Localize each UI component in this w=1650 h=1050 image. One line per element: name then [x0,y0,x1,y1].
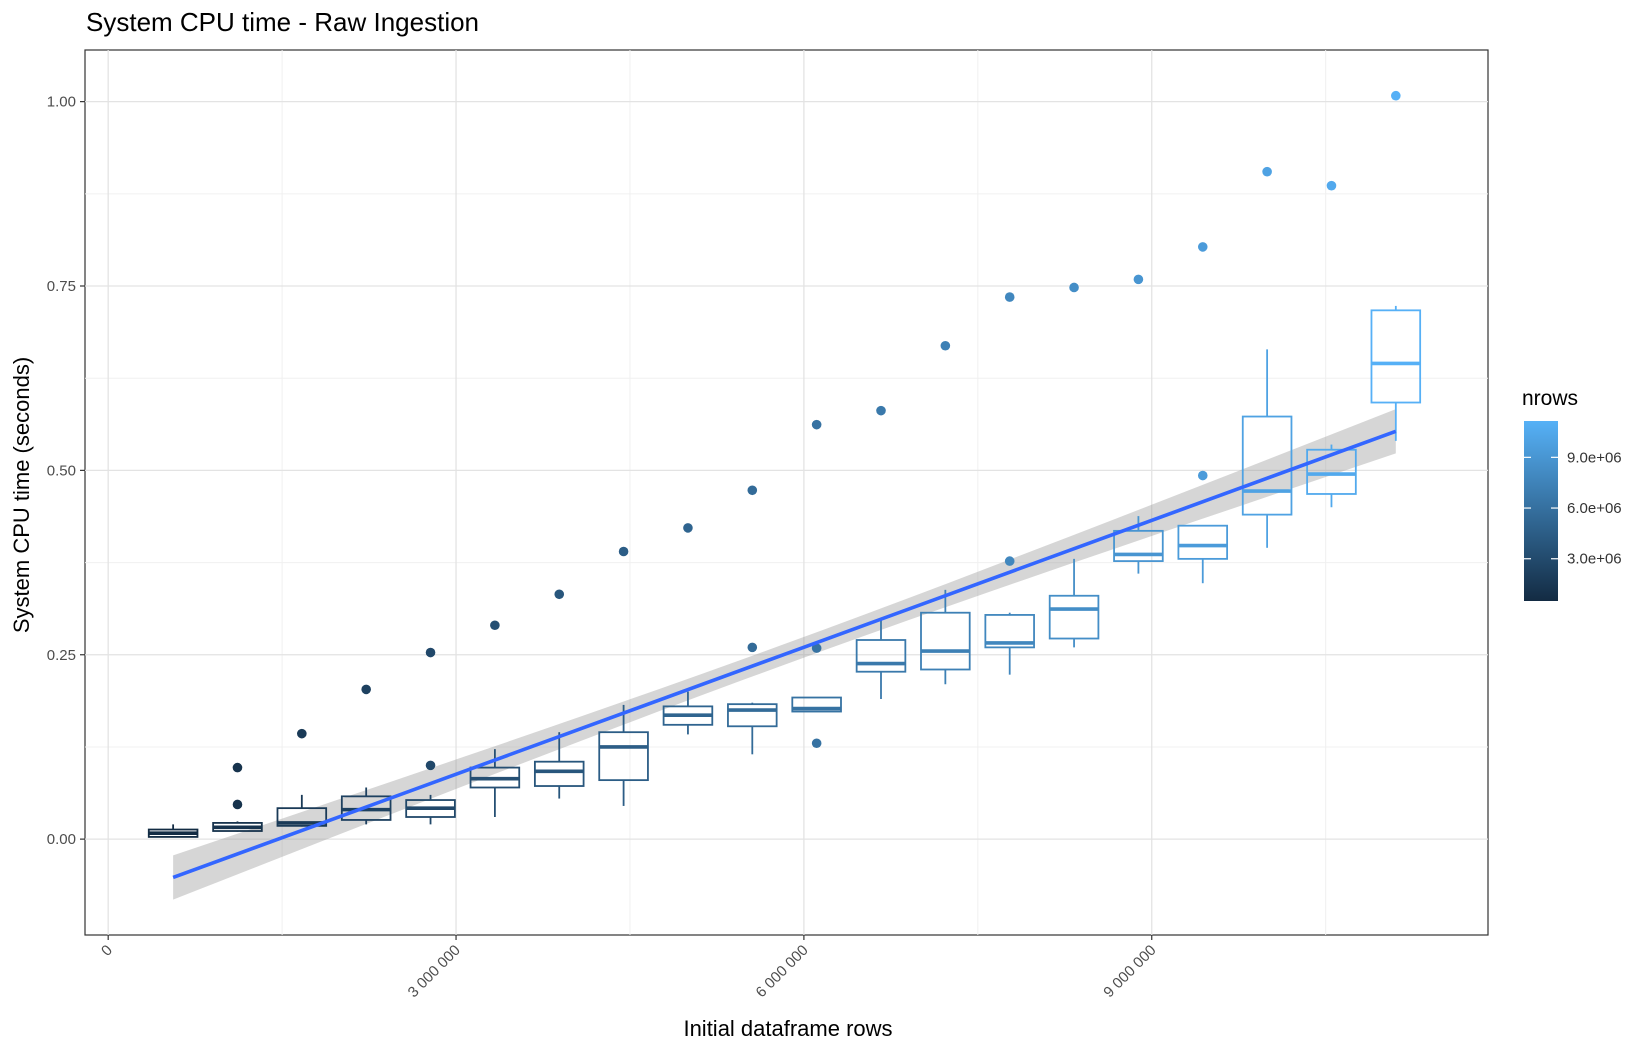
outlier-point [811,419,822,430]
box-body [1048,594,1100,640]
outlier-point [1069,282,1079,293]
box [1177,524,1229,584]
y-tick-label: 0.25 [47,647,76,664]
outlier-point [554,589,565,600]
box-body [1113,529,1164,562]
legend-title: nrows [1522,387,1578,410]
outlier-point [811,643,822,653]
box [791,696,842,713]
outlier-point [425,760,436,771]
outlier-point [425,647,436,658]
box [598,704,649,806]
box [1048,558,1100,648]
box [469,749,521,817]
y-tick-label: 1.00 [47,94,76,111]
box-body [598,731,649,782]
x-tick-label: 9 000 000 [1100,942,1159,1001]
box [340,787,392,825]
outlier-point [232,799,243,810]
box-body [533,760,585,787]
y-tick-label: 0.75 [47,278,76,295]
x-axis-title: Initial dataframe rows [683,1016,892,1041]
outlier-point [747,642,758,653]
box [212,821,263,832]
box-body [791,696,842,713]
box-body [1177,524,1229,560]
outlier-point [297,728,307,739]
legend-tick-label: 9.0e+06 [1567,449,1622,466]
y-axis-title: System CPU time (seconds) [9,357,34,633]
x-tick-label: 6 000 000 [753,942,812,1001]
box [855,620,907,699]
box-body [984,614,1035,649]
box [1370,305,1422,441]
outlier-point [1133,274,1144,285]
box [1241,349,1293,548]
y-tick-label: 0.00 [47,831,76,848]
box-body [276,807,328,827]
outlier-point [940,340,951,351]
outlier-point [1197,470,1208,481]
trend-line [172,429,1397,880]
x-tick-label: 0 [98,942,116,960]
box-body [920,611,971,671]
box [276,794,328,827]
outlier-point [1326,180,1337,191]
box-body [1370,309,1422,404]
outlier-point [232,762,243,773]
outlier-point [1004,292,1015,302]
box-series [147,305,1422,838]
outlier-point [490,620,500,631]
legend-tick-label: 6.0e+06 [1567,500,1622,517]
box [405,794,456,825]
outlier-point [1004,556,1015,566]
outlier-point [747,485,758,496]
outlier-point [876,405,886,416]
outlier-point [1391,90,1401,101]
outlier-point [683,523,693,533]
legend-tick-label: 3.0e+06 [1567,551,1622,568]
box-body [855,639,907,673]
box [662,691,714,735]
x-tick-label: 3 000 000 [405,942,464,1001]
box [920,589,971,685]
outlier-series [232,90,1401,810]
box-body [1306,448,1357,495]
box [984,612,1035,675]
box [1306,444,1357,508]
box [147,824,199,838]
legend-colorbar [1524,421,1558,601]
trend-line-group [172,429,1397,880]
outlier-point [361,684,371,695]
y-tick-label: 0.50 [47,462,76,479]
box-body [1241,415,1293,516]
legend: nrows 3.0e+06 6.0e+06 9.0e+06 [1522,387,1622,601]
outlier-point [1262,166,1272,177]
outlier-point [811,738,822,749]
outlier-point [618,546,629,557]
box-body [727,703,778,728]
chart-title: System CPU time - Raw Ingestion [86,7,479,37]
outlier-point [1197,242,1208,252]
box [727,702,778,755]
